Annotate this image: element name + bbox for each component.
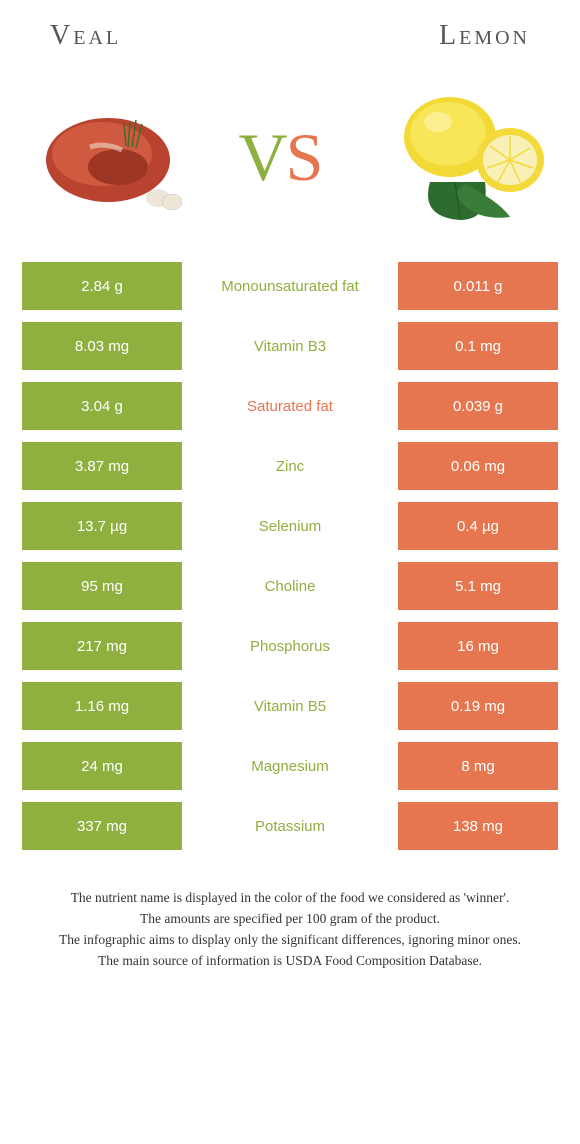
table-row: 337 mgPotassium138 mg [22, 802, 558, 850]
value-left: 95 mg [22, 562, 182, 610]
value-right: 0.011 g [398, 262, 558, 310]
nutrient-label: Zinc [182, 442, 398, 490]
value-left: 3.87 mg [22, 442, 182, 490]
table-row: 8.03 mgVitamin B30.1 mg [22, 322, 558, 370]
value-left: 3.04 g [22, 382, 182, 430]
value-right: 0.06 mg [398, 442, 558, 490]
footer-notes: The nutrient name is displayed in the co… [0, 850, 580, 972]
value-right: 0.19 mg [398, 682, 558, 730]
hero: VS [0, 62, 580, 262]
vs-v: V [239, 119, 286, 195]
table-row: 1.16 mgVitamin B50.19 mg [22, 682, 558, 730]
lemon-image [370, 82, 550, 232]
title-right: Lemon [439, 20, 530, 52]
table-row: 3.87 mgZinc0.06 mg [22, 442, 558, 490]
nutrient-label: Vitamin B3 [182, 322, 398, 370]
table-row: 13.7 µgSelenium0.4 µg [22, 502, 558, 550]
nutrient-label: Phosphorus [182, 622, 398, 670]
value-right: 0.039 g [398, 382, 558, 430]
table-row: 2.84 gMonounsaturated fat0.011 g [22, 262, 558, 310]
comparison-table: 2.84 gMonounsaturated fat0.011 g8.03 mgV… [0, 262, 580, 850]
vs-s: S [286, 119, 322, 195]
table-row: 24 mgMagnesium8 mg [22, 742, 558, 790]
value-right: 138 mg [398, 802, 558, 850]
nutrient-label: Choline [182, 562, 398, 610]
table-row: 3.04 gSaturated fat0.039 g [22, 382, 558, 430]
value-left: 1.16 mg [22, 682, 182, 730]
value-left: 2.84 g [22, 262, 182, 310]
value-right: 0.1 mg [398, 322, 558, 370]
value-left: 337 mg [22, 802, 182, 850]
footer-line: The amounts are specified per 100 gram o… [30, 909, 550, 930]
nutrient-label: Monounsaturated fat [182, 262, 398, 310]
value-right: 0.4 µg [398, 502, 558, 550]
value-left: 8.03 mg [22, 322, 182, 370]
nutrient-label: Magnesium [182, 742, 398, 790]
value-left: 217 mg [22, 622, 182, 670]
value-right: 16 mg [398, 622, 558, 670]
header: Veal Lemon [0, 0, 580, 62]
nutrient-label: Potassium [182, 802, 398, 850]
footer-line: The nutrient name is displayed in the co… [30, 888, 550, 909]
value-left: 24 mg [22, 742, 182, 790]
value-right: 8 mg [398, 742, 558, 790]
value-left: 13.7 µg [22, 502, 182, 550]
footer-line: The infographic aims to display only the… [30, 930, 550, 951]
value-right: 5.1 mg [398, 562, 558, 610]
title-left: Veal [50, 20, 121, 52]
veal-image [30, 92, 190, 222]
footer-line: The main source of information is USDA F… [30, 951, 550, 972]
nutrient-label: Saturated fat [182, 382, 398, 430]
table-row: 217 mgPhosphorus16 mg [22, 622, 558, 670]
table-row: 95 mgCholine5.1 mg [22, 562, 558, 610]
nutrient-label: Selenium [182, 502, 398, 550]
nutrient-label: Vitamin B5 [182, 682, 398, 730]
vs-label: VS [239, 118, 322, 197]
